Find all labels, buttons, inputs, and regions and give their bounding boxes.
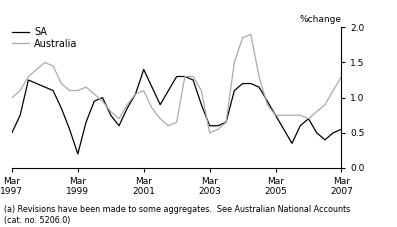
Australia: [174, 121, 179, 123]
SA: [166, 89, 171, 92]
Australia: [298, 114, 303, 117]
SA: [339, 128, 344, 131]
Australia: [42, 61, 47, 64]
SA: [26, 79, 31, 81]
SA: [18, 114, 23, 117]
Australia: [125, 103, 129, 106]
Australia: [322, 103, 327, 106]
SA: [322, 138, 327, 141]
Australia: [339, 75, 344, 78]
Australia: [240, 36, 245, 39]
Australia: [133, 93, 138, 95]
SA: [249, 82, 253, 85]
Australia: [10, 96, 14, 99]
Line: Australia: Australia: [12, 34, 341, 133]
Australia: [150, 107, 154, 110]
Line: SA: SA: [12, 69, 341, 154]
Australia: [100, 100, 105, 103]
Australia: [306, 117, 311, 120]
Australia: [26, 75, 31, 78]
Australia: [224, 121, 229, 123]
SA: [59, 107, 64, 110]
Australia: [290, 114, 295, 117]
Australia: [314, 110, 319, 113]
SA: [75, 153, 80, 155]
SA: [331, 131, 335, 134]
Australia: [257, 75, 262, 78]
SA: [158, 103, 163, 106]
Australia: [191, 75, 195, 78]
SA: [125, 107, 129, 110]
Australia: [51, 64, 56, 67]
SA: [290, 142, 295, 145]
Text: %change: %change: [299, 15, 341, 25]
Australia: [273, 114, 278, 117]
Australia: [108, 110, 113, 113]
SA: [10, 131, 14, 134]
SA: [100, 96, 105, 99]
SA: [141, 68, 146, 71]
SA: [191, 79, 195, 81]
SA: [108, 114, 113, 117]
Australia: [199, 89, 204, 92]
SA: [67, 128, 72, 131]
Australia: [265, 103, 270, 106]
SA: [216, 124, 220, 127]
SA: [199, 103, 204, 106]
Australia: [331, 89, 335, 92]
Australia: [216, 128, 220, 131]
SA: [224, 121, 229, 123]
SA: [92, 100, 97, 103]
Australia: [281, 114, 286, 117]
Australia: [207, 131, 212, 134]
SA: [42, 86, 47, 89]
SA: [232, 89, 237, 92]
Australia: [117, 117, 121, 120]
Australia: [18, 89, 23, 92]
SA: [240, 82, 245, 85]
SA: [298, 124, 303, 127]
SA: [51, 89, 56, 92]
Australia: [59, 82, 64, 85]
SA: [133, 93, 138, 95]
Australia: [75, 89, 80, 92]
SA: [306, 117, 311, 120]
SA: [281, 128, 286, 131]
Australia: [34, 68, 39, 71]
SA: [150, 86, 154, 89]
Text: (a) Revisions have been made to some aggregates.  See Australian National Accoun: (a) Revisions have been made to some agg…: [4, 205, 350, 225]
Australia: [249, 33, 253, 36]
SA: [257, 86, 262, 89]
Australia: [158, 117, 163, 120]
Legend: SA, Australia: SA, Australia: [12, 27, 78, 49]
Australia: [183, 75, 187, 78]
SA: [174, 75, 179, 78]
Australia: [141, 89, 146, 92]
SA: [84, 121, 89, 123]
Australia: [166, 124, 171, 127]
Australia: [67, 89, 72, 92]
SA: [273, 114, 278, 117]
Australia: [92, 93, 97, 95]
SA: [314, 131, 319, 134]
SA: [117, 124, 121, 127]
SA: [207, 124, 212, 127]
SA: [34, 82, 39, 85]
SA: [265, 100, 270, 103]
Australia: [84, 86, 89, 89]
SA: [183, 75, 187, 78]
Australia: [232, 61, 237, 64]
